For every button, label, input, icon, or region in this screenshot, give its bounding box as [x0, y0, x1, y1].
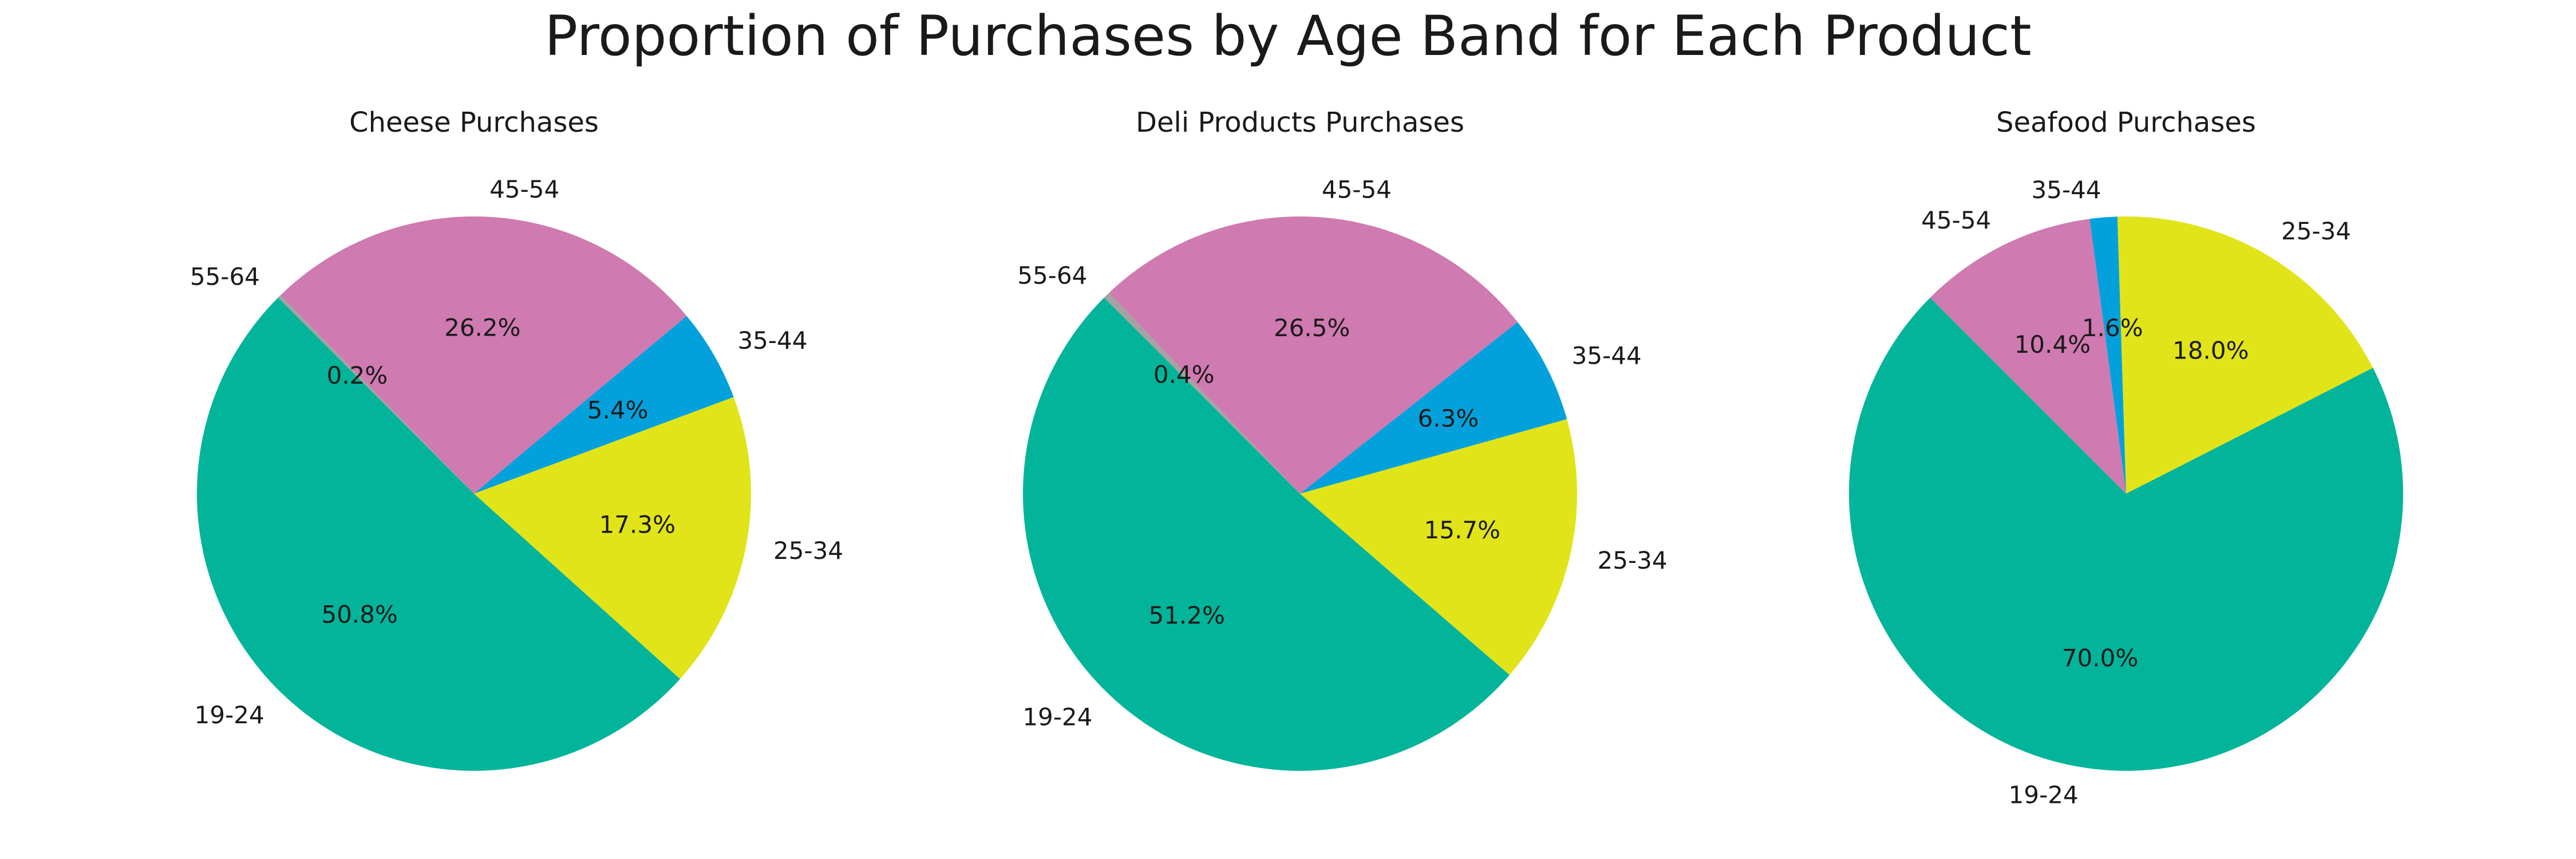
- cheese-slice-35-44: [474, 316, 734, 494]
- seafood-slice-25-34: [2117, 216, 2373, 494]
- deli-pie-chart: Deli Products Purchases 19-24 51.2% 25-34 1…: [1017, 107, 1668, 771]
- cheese-label-19-24: 19-24: [195, 701, 264, 729]
- seafood-pie-chart: Seafood Purchases 19-24 70.0% 25-34 18.0% 35…: [1848, 107, 2403, 809]
- deli-label-55-64: 55-64: [1017, 261, 1087, 289]
- cheese-label-55-64: 55-64: [190, 263, 260, 291]
- deli-slice-45-54: [1109, 216, 1518, 494]
- cheese-label-25-34: 25-34: [773, 537, 843, 565]
- deli-slice-35-44: [1300, 322, 1567, 494]
- cheese-label-35-44: 35-44: [737, 326, 807, 354]
- cheese-percent-55-64: 0.2%: [327, 361, 388, 389]
- cheese-label-45-54: 45-54: [489, 175, 559, 203]
- cheese-slice-25-34: [474, 397, 751, 679]
- cheese-slice-55-64: [278, 295, 474, 494]
- seafood-label-45-54: 45-54: [1921, 206, 1991, 234]
- cheese-slice-45-54: [280, 216, 687, 494]
- seafood-percent-19-24: 70.0%: [2062, 644, 2138, 672]
- deli-percent-55-64: 0.4%: [1153, 361, 1215, 389]
- cheese-percent-45-54: 26.2%: [444, 313, 520, 341]
- seafood-percent-25-34: 18.0%: [2172, 337, 2249, 365]
- cheese-pie-chart: Cheese Purchases 19-24 50.8% 25-34 17.3% 35-…: [190, 107, 843, 771]
- deli-label-45-54: 45-54: [1322, 175, 1392, 203]
- deli-percent-35-44: 6.3%: [1418, 404, 1479, 432]
- seafood-slice-35-44: [2089, 216, 2126, 494]
- deli-label-25-34: 25-34: [1598, 546, 1668, 574]
- deli-label-35-44: 35-44: [1572, 341, 1642, 369]
- deli-label-19-24: 19-24: [1022, 703, 1092, 731]
- deli-percent-25-34: 15.7%: [1424, 516, 1500, 544]
- seafood-percent-45-54: 10.4%: [2014, 330, 2091, 358]
- cheese-percent-25-34: 17.3%: [599, 511, 675, 539]
- deli-slice-55-64: [1104, 293, 1300, 494]
- cheese-percent-35-44: 5.4%: [587, 396, 649, 424]
- deli-slice-19-24: [1022, 297, 1510, 771]
- seafood-label-19-24: 19-24: [2009, 781, 2079, 809]
- seafood-label-25-34: 25-34: [2281, 217, 2351, 245]
- cheese-percent-19-24: 50.8%: [321, 600, 397, 628]
- cheese-pie-title: Cheese Purchases: [349, 107, 599, 139]
- deli-slice-25-34: [1300, 419, 1577, 675]
- deli-pie-title: Deli Products Purchases: [1136, 107, 1464, 139]
- seafood-slice-19-24: [1848, 297, 2403, 771]
- deli-percent-19-24: 51.2%: [1148, 601, 1224, 629]
- figure-title: Proportion of Purchases by Age Band for …: [544, 4, 2031, 68]
- seafood-label-35-44: 35-44: [2032, 176, 2101, 204]
- seafood-slice-45-54: [1930, 219, 2126, 494]
- cheese-slice-19-24: [197, 297, 681, 771]
- seafood-percent-35-44: 1.6%: [2082, 314, 2143, 342]
- deli-percent-45-54: 26.5%: [1274, 314, 1350, 342]
- seafood-pie-title: Seafood Purchases: [1996, 107, 2256, 139]
